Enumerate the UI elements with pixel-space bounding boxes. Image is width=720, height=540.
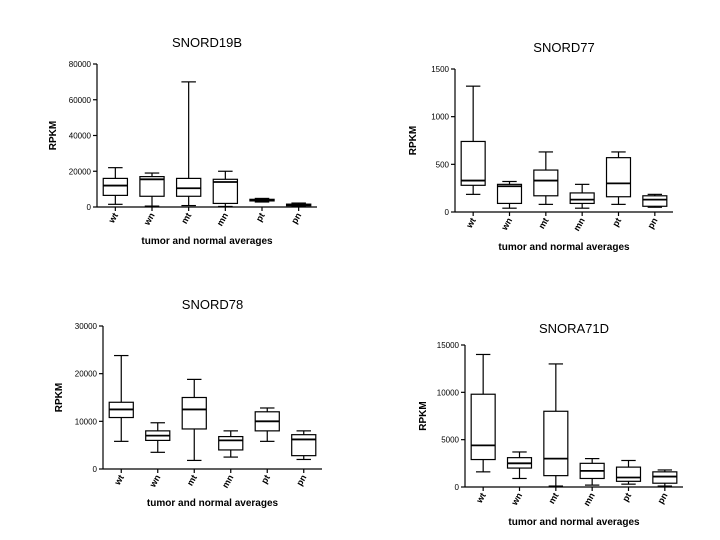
x-axis-label: tumor and normal averages <box>508 517 640 528</box>
chart-title: SNORD19B <box>172 35 242 50</box>
box-pn <box>291 430 317 461</box>
chart-title: SNORA71D <box>539 321 609 336</box>
x-tick-label: pn <box>645 216 659 231</box>
y-tick-label: 1500 <box>431 65 449 74</box>
box-wn <box>506 451 533 480</box>
box-mn <box>579 458 605 486</box>
y-axis-label: RPKM <box>48 121 59 150</box>
box-pn <box>285 202 312 208</box>
x-tick-label: pt <box>254 211 267 223</box>
x-axis-label: tumor and normal averages <box>498 242 630 253</box>
y-axis-label: RPKM <box>418 401 429 430</box>
y-tick-label: 15000 <box>437 341 460 350</box>
box-pt <box>249 197 275 203</box>
iqr-box <box>291 434 317 457</box>
box-mt <box>181 378 207 462</box>
y-axis-label: RPKM <box>408 126 419 155</box>
box-wt <box>102 167 129 205</box>
y-tick-label: 0 <box>87 203 92 212</box>
iqr-box <box>470 393 496 461</box>
y-tick-label: 0 <box>455 483 460 492</box>
x-tick-label: mn <box>220 473 235 490</box>
y-tick-label: 20000 <box>75 370 98 379</box>
box-wt <box>470 353 496 473</box>
chart-title: SNORD78 <box>182 297 243 312</box>
y-tick-label: 30000 <box>75 322 98 331</box>
iqr-box <box>139 176 165 197</box>
iqr-box <box>102 177 129 196</box>
iqr-box <box>218 435 244 451</box>
x-axis-label: tumor and normal averages <box>141 236 273 247</box>
chart-snord19b: SNORD19B RPKM tumor and normal averages 0 20… <box>48 35 317 247</box>
y-tick-label: 10000 <box>75 417 98 426</box>
box-wn <box>145 422 171 453</box>
chart-snord77: SNORD77 RPKM tumor and normal averages 0 500… <box>408 40 673 253</box>
x-tick-label: wn <box>141 211 156 228</box>
x-tick-label: wt <box>106 211 120 226</box>
box-pn <box>642 193 668 208</box>
iqr-box <box>605 157 632 198</box>
iqr-box <box>543 410 569 477</box>
iqr-box <box>652 471 678 484</box>
y-tick-label: 80000 <box>69 60 92 69</box>
box-mn <box>569 183 595 209</box>
box-pt <box>615 459 642 485</box>
x-tick-label: mt <box>179 211 193 226</box>
box-pt <box>605 151 632 205</box>
box-mn <box>218 430 244 458</box>
y-tick-label: 60000 <box>69 96 92 105</box>
iqr-box <box>212 178 239 205</box>
x-tick-label: pt <box>620 491 633 503</box>
y-tick-label: 0 <box>445 208 450 217</box>
y-tick-label: 5000 <box>441 436 459 445</box>
chart-snord78: SNORD78 RPKM tumor and normal averages 0 100… <box>54 297 322 509</box>
x-tick-label: pn <box>289 211 303 226</box>
box-wn <box>139 172 165 207</box>
iqr-box <box>569 192 595 205</box>
x-tick-label: mn <box>581 491 596 508</box>
x-tick-label: pn <box>294 473 308 488</box>
iqr-box <box>496 183 523 205</box>
iqr-box <box>642 195 668 207</box>
x-tick-label: wn <box>499 216 514 233</box>
chart-title: SNORD77 <box>533 40 594 55</box>
x-tick-label: wt <box>474 491 488 506</box>
y-tick-label: 20000 <box>69 167 92 176</box>
box-mt <box>543 363 569 487</box>
box-wt <box>460 85 486 195</box>
y-tick-label: 500 <box>436 160 450 169</box>
box-mn <box>212 170 239 208</box>
box-wt <box>108 354 134 442</box>
x-tick-label: mt <box>536 216 550 231</box>
box-pn <box>652 469 678 487</box>
iqr-box <box>615 466 642 482</box>
y-tick-label: 10000 <box>437 388 460 397</box>
x-axis-label: tumor and normal averages <box>147 498 279 509</box>
x-tick-label: pt <box>610 216 623 228</box>
box-mt <box>533 151 559 205</box>
x-tick-label: wn <box>147 473 162 490</box>
box-pt <box>254 407 280 442</box>
iqr-box <box>533 169 559 197</box>
chart-snora71d: SNORA71D RPKM tumor and normal averages 0 50… <box>418 321 683 528</box>
y-tick-label: 0 <box>93 465 98 474</box>
iqr-box <box>181 396 207 430</box>
iqr-box <box>460 140 486 186</box>
x-tick-label: wt <box>112 473 126 488</box>
x-tick-label: wn <box>509 491 524 508</box>
x-tick-label: mt <box>185 473 199 488</box>
y-tick-label: 1000 <box>431 113 449 122</box>
y-axis-label: RPKM <box>54 383 65 412</box>
x-tick-label: mn <box>215 211 230 228</box>
x-tick-label: mn <box>571 216 586 233</box>
x-tick-label: wt <box>464 216 478 231</box>
y-tick-label: 40000 <box>69 132 92 141</box>
box-wn <box>496 180 523 209</box>
x-tick-label: pt <box>259 473 272 485</box>
x-tick-label: mt <box>546 491 560 506</box>
x-tick-label: pn <box>655 491 669 506</box>
box-mt <box>175 81 202 207</box>
